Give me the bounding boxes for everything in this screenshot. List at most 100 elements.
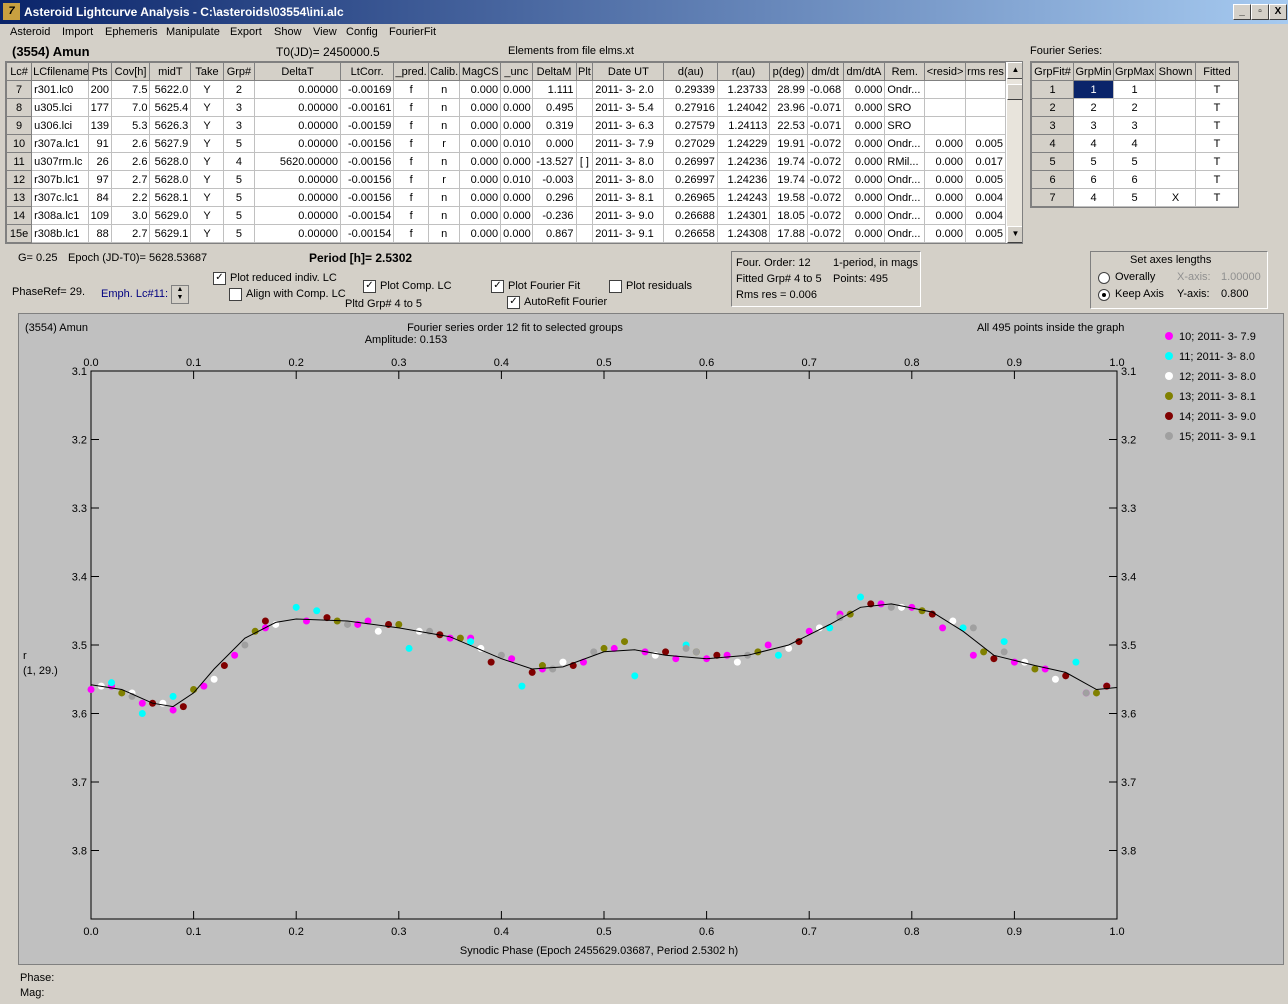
lc-cell[interactable]: 2011- 3- 8.1 <box>592 188 665 207</box>
lc-cell[interactable]: 0.000 <box>459 206 502 225</box>
lc-cell[interactable]: 0.00000 <box>254 134 341 153</box>
lc-cell[interactable]: 5628.1 <box>149 188 192 207</box>
lc-column-header[interactable]: dm/dtA <box>842 62 886 81</box>
lc-cell[interactable]: -0.072 <box>806 206 844 225</box>
fourier-cell[interactable]: T <box>1195 116 1238 135</box>
fourier-column-header[interactable]: Fitted <box>1195 62 1238 81</box>
lc-cell[interactable]: 2011- 3- 8.0 <box>592 152 665 171</box>
lc-cell[interactable]: 3 <box>222 98 256 117</box>
lc-cell[interactable]: 0.26997 <box>663 170 718 189</box>
fourier-cell[interactable] <box>1155 134 1196 153</box>
lc-cell[interactable] <box>924 80 966 99</box>
lc-cell[interactable]: 0.27916 <box>663 98 718 117</box>
lc-cell[interactable]: 0.010 <box>500 134 533 153</box>
lc-cell[interactable]: -0.00156 <box>339 134 395 153</box>
overally-radio[interactable] <box>1098 272 1110 284</box>
lc-cell[interactable]: -0.236 <box>531 206 577 225</box>
lc-column-header[interactable]: DeltaM <box>531 62 577 81</box>
lc-cell[interactable]: n <box>427 98 461 117</box>
lc-cell[interactable]: 2.7 <box>110 224 151 243</box>
lc-cell[interactable]: f <box>393 224 429 243</box>
lc-column-header[interactable]: dm/dt <box>806 62 844 81</box>
menu-ephemeris[interactable]: Ephemeris <box>105 26 158 38</box>
lc-cell[interactable]: 109 <box>87 206 112 225</box>
lc-cell[interactable]: 2.2 <box>110 188 151 207</box>
lc-cell[interactable]: 0.000 <box>924 206 966 225</box>
lc-row-header[interactable]: 7 <box>6 80 33 99</box>
lc-cell[interactable]: 0.000 <box>500 116 533 135</box>
lc-cell[interactable]: -0.00161 <box>339 98 395 117</box>
lc-cell[interactable]: 2011- 3- 7.9 <box>592 134 665 153</box>
lc-cell[interactable]: 19.91 <box>769 134 808 153</box>
menu-show[interactable]: Show <box>274 26 302 38</box>
lc-cell[interactable]: 2011- 3- 9.0 <box>592 206 665 225</box>
lc-cell[interactable] <box>964 98 1007 117</box>
fourier-cell[interactable]: T <box>1195 98 1238 117</box>
lc-cell[interactable]: 4 <box>222 152 256 171</box>
lc-cell[interactable]: -0.00156 <box>339 152 395 171</box>
lc-cell[interactable]: 0.000 <box>842 170 886 189</box>
fourier-cell[interactable] <box>1155 170 1196 189</box>
lc-cell[interactable]: 1.23733 <box>716 80 771 99</box>
lc-cell[interactable]: Y <box>190 134 224 153</box>
lc-cell[interactable]: Ondr... <box>884 134 926 153</box>
fourier-cell[interactable] <box>1155 116 1196 135</box>
lc-cell[interactable]: Y <box>190 206 224 225</box>
menu-manipulate[interactable]: Manipulate <box>166 26 220 38</box>
lc-cell[interactable]: -0.00169 <box>339 80 395 99</box>
fourier-cell[interactable]: T <box>1195 80 1238 99</box>
lc-cell[interactable]: Y <box>190 80 224 99</box>
lc-cell[interactable]: f <box>393 152 429 171</box>
fourier-column-header[interactable]: GrpMin <box>1073 62 1114 81</box>
lc-column-header[interactable]: Take <box>190 62 224 81</box>
lc-cell[interactable]: -0.068 <box>806 80 844 99</box>
lc-cell[interactable]: 0.00000 <box>254 116 341 135</box>
fourier-cell[interactable]: 4 <box>1073 134 1114 153</box>
lc-cell[interactable]: 0.26688 <box>663 206 718 225</box>
lc-cell[interactable]: 2.7 <box>110 170 151 189</box>
lc-table-row[interactable]: 12 r307b.lc1 97 2.7 5628.0 Y 5 0.00000 -0.00156 f… <box>6 170 1007 189</box>
fourier-cell[interactable]: 1 <box>1113 80 1156 99</box>
lc-cell[interactable]: 139 <box>87 116 112 135</box>
align-checkbox[interactable] <box>229 288 242 301</box>
lc-cell[interactable]: 0.000 <box>924 224 966 243</box>
lightcurve-plot[interactable]: (3554) Amun Fourier series order 12 fit … <box>18 313 1284 965</box>
lc-cell[interactable]: r308b.lc1 <box>31 224 89 243</box>
lc-table-row[interactable]: 13 r307c.lc1 84 2.2 5628.1 Y 5 0.00000 -0.00156 f… <box>6 188 1007 207</box>
lc-cell[interactable]: 19.74 <box>769 170 808 189</box>
lc-cell[interactable]: 26 <box>87 152 112 171</box>
lc-column-header[interactable]: Lc# <box>6 62 33 81</box>
lc-row-header[interactable]: 15e <box>6 224 33 243</box>
lc-cell[interactable]: Ondr... <box>884 170 926 189</box>
y-axis-value[interactable]: 0.800 <box>1221 288 1249 300</box>
lc-cell[interactable]: 18.05 <box>769 206 808 225</box>
lc-cell[interactable]: Y <box>190 98 224 117</box>
scroll-down-button[interactable]: ▼ <box>1007 226 1022 243</box>
lc-cell[interactable]: 2.6 <box>110 152 151 171</box>
table-scrollbar[interactable]: ▲ ▼ <box>1006 62 1022 243</box>
menu-config[interactable]: Config <box>346 26 378 38</box>
lc-cell[interactable]: -0.071 <box>806 98 844 117</box>
lc-cell[interactable]: Ondr... <box>884 80 926 99</box>
lc-cell[interactable]: 0.000 <box>842 206 886 225</box>
fourier-cell[interactable]: T <box>1195 134 1238 153</box>
lc-cell[interactable]: 88 <box>87 224 112 243</box>
lc-cell[interactable]: 0.00000 <box>254 170 341 189</box>
lc-cell[interactable]: 5627.9 <box>149 134 192 153</box>
fourier-cell[interactable]: 5 <box>1073 152 1114 171</box>
lc-cell[interactable]: -0.072 <box>806 170 844 189</box>
lc-cell[interactable]: 1.24236 <box>716 152 771 171</box>
lc-cell[interactable]: r <box>427 134 461 153</box>
fourier-row-header[interactable]: 1 <box>1031 80 1074 99</box>
lc-cell[interactable]: 5 <box>222 224 256 243</box>
lc-cell[interactable]: f <box>393 80 429 99</box>
lc-cell[interactable]: 0.000 <box>500 224 533 243</box>
lc-column-header[interactable]: Calib. <box>427 62 461 81</box>
lc-cell[interactable]: u305.lci <box>31 98 89 117</box>
lc-cell[interactable]: 0.004 <box>964 206 1007 225</box>
lc-cell[interactable]: n <box>427 152 461 171</box>
lc-cell[interactable]: Ondr... <box>884 206 926 225</box>
lc-row-header[interactable]: 12 <box>6 170 33 189</box>
menu-import[interactable]: Import <box>62 26 94 38</box>
